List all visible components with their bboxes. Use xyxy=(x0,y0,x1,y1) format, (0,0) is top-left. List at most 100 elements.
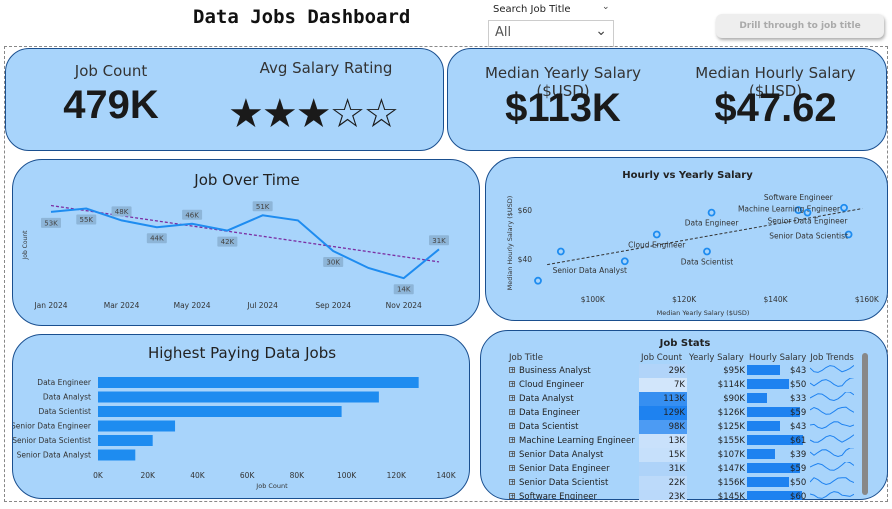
table-row[interactable]: + Machine Learning Engineer 13K $155K $61 xyxy=(507,433,860,448)
yearly-salary-cell: $125K xyxy=(717,421,745,432)
expand-icon[interactable]: + xyxy=(509,367,516,375)
star-filled-icon: ★ xyxy=(228,91,264,137)
svg-text:42K: 42K xyxy=(221,238,235,246)
expand-icon[interactable]: + xyxy=(509,381,516,389)
hourly-salary-text: $59 xyxy=(790,463,807,474)
job-trend-sparkline xyxy=(808,406,860,420)
table-row[interactable]: + Business Analyst 29K $95K $43 xyxy=(507,363,860,378)
star-empty-icon: ☆ xyxy=(363,91,399,137)
job-count-value: 479K xyxy=(63,83,159,127)
column-header[interactable]: Yearly Salary xyxy=(689,352,744,363)
drill-through-button[interactable]: Drill through to job title xyxy=(716,14,884,38)
column-header[interactable]: Job Title xyxy=(509,352,544,363)
table-row[interactable]: + Senior Data Scientist 22K $156K $50 xyxy=(507,475,860,490)
job-count-cell: 29K xyxy=(639,363,687,378)
job-trend-sparkline xyxy=(808,446,860,462)
bar[interactable] xyxy=(98,435,153,446)
trend-line xyxy=(547,208,863,266)
table-row[interactable]: + Software Engineer 23K $145K $60 xyxy=(507,489,860,500)
expand-icon[interactable]: + xyxy=(509,465,516,473)
data-label: 53K xyxy=(41,217,61,228)
x-tick-label: 20K xyxy=(140,471,156,480)
job-stats-table-wrap[interactable]: Job Title Job Count Yearly Salary Hourly… xyxy=(507,352,867,500)
y-tick-label: $40 xyxy=(518,255,533,264)
slicer-chevron-icon[interactable]: ⌄ xyxy=(602,2,610,12)
job-title-cell: + Data Analyst xyxy=(507,392,639,406)
expand-icon[interactable]: + xyxy=(509,423,516,431)
data-label: 42K xyxy=(217,236,238,247)
bar[interactable] xyxy=(98,391,379,403)
table-row[interactable]: + Cloud Engineer 7K $114K $50 xyxy=(507,376,860,392)
hourly-salary-cell: $59 xyxy=(747,406,808,420)
yearly-salary-cell: $114K xyxy=(717,379,745,390)
yearly-salary-cell: $155K xyxy=(717,435,745,446)
expand-icon[interactable]: + xyxy=(509,479,516,487)
hourly-salary-text: $50 xyxy=(790,477,807,488)
column-header[interactable]: Job Count xyxy=(641,352,683,363)
table-row[interactable]: + Senior Data Engineer 31K $147K $59 xyxy=(507,460,860,476)
bar-category-label: Data Scientist xyxy=(39,407,92,416)
x-tick-label: May 2024 xyxy=(174,301,211,310)
expand-icon[interactable]: + xyxy=(509,451,516,459)
hourly-salary-cell: $33 xyxy=(747,392,808,406)
page-title: Data Jobs Dashboard xyxy=(193,6,411,28)
table-row[interactable]: + Data Analyst 113K $90K $33 xyxy=(507,390,860,406)
expand-icon[interactable]: + xyxy=(509,409,516,417)
point-label: Senior Data Engineer xyxy=(768,217,849,226)
median-yearly-label: Median Yearly Salary ($USD) xyxy=(484,64,641,100)
hourly-salary-text: $60 xyxy=(790,491,807,500)
sparkline-icon xyxy=(809,476,855,485)
hourly-salary-cell: $50 xyxy=(747,378,808,392)
column-header[interactable]: Job Trends xyxy=(810,352,854,363)
job-trend-sparkline xyxy=(808,490,860,500)
x-tick-label: 60K xyxy=(240,471,256,480)
median-hourly-value: $47.62 xyxy=(714,86,837,130)
job-title-cell: + Business Analyst xyxy=(507,364,639,378)
job-title-text: Machine Learning Engineer xyxy=(519,435,635,446)
job-over-time-card: Job Over Time Job Count 53K 55K 48K 44K 46K 42… xyxy=(12,159,480,326)
svg-text:53K: 53K xyxy=(44,219,58,227)
bar[interactable] xyxy=(98,449,136,461)
bar[interactable] xyxy=(98,377,419,388)
bar-category-label: Data Analyst xyxy=(43,393,91,402)
scatter-point[interactable] xyxy=(794,206,803,215)
expand-icon[interactable]: + xyxy=(509,395,516,403)
bar[interactable] xyxy=(98,420,176,432)
expand-icon[interactable]: + xyxy=(509,493,516,500)
scatter-point[interactable] xyxy=(803,208,812,217)
data-label: 55K xyxy=(76,214,97,225)
expand-icon[interactable]: + xyxy=(509,437,516,445)
scatter-point[interactable] xyxy=(840,203,848,212)
job-title-cell: + Data Scientist xyxy=(507,420,639,434)
scatter-point[interactable] xyxy=(707,208,716,217)
job-title-text: Data Analyst xyxy=(519,393,574,404)
scatter-point[interactable] xyxy=(703,247,711,256)
hourly-salary-bar xyxy=(747,364,780,375)
scatter-point[interactable] xyxy=(844,230,853,239)
job-trend-sparkline xyxy=(808,434,860,448)
scatter-point[interactable] xyxy=(556,247,565,256)
table-scrollbar[interactable] xyxy=(862,353,868,495)
table-row[interactable]: + Data Scientist 98K $125K $43 xyxy=(507,419,860,434)
table-row[interactable]: + Data Engineer 129K $126K $59 xyxy=(507,405,860,420)
job-title-slicer[interactable]: All ⌄ xyxy=(488,20,614,47)
column-header[interactable]: Hourly Salary xyxy=(749,352,807,363)
scatter-point[interactable] xyxy=(620,257,629,266)
svg-text:31K: 31K xyxy=(432,237,446,245)
job-trend-sparkline xyxy=(808,364,860,378)
bar[interactable] xyxy=(98,406,342,417)
table-row[interactable]: + Senior Data Analyst 15K $107K $39 xyxy=(507,446,860,462)
scatter-point[interactable] xyxy=(652,230,661,239)
job-count-cell: 22K xyxy=(639,475,687,490)
hourly-salary-text: $39 xyxy=(790,449,807,460)
job-title-cell: + Machine Learning Engineer xyxy=(507,434,639,448)
x-tick-label: 0K xyxy=(93,471,104,480)
job-count-label: Job Count xyxy=(74,62,148,80)
scatter-point[interactable] xyxy=(534,276,542,285)
hourly-salary-cell: $59 xyxy=(747,462,808,476)
job-title-text: Senior Data Scientist xyxy=(519,477,609,488)
x-tick-label: Jan 2024 xyxy=(33,301,67,310)
hourly-salary-bar xyxy=(747,462,800,473)
kpi-card-count-rating: Job Count 479K Avg Salary Rating ★★★☆☆ xyxy=(5,48,444,151)
svg-text:51K: 51K xyxy=(256,203,270,211)
